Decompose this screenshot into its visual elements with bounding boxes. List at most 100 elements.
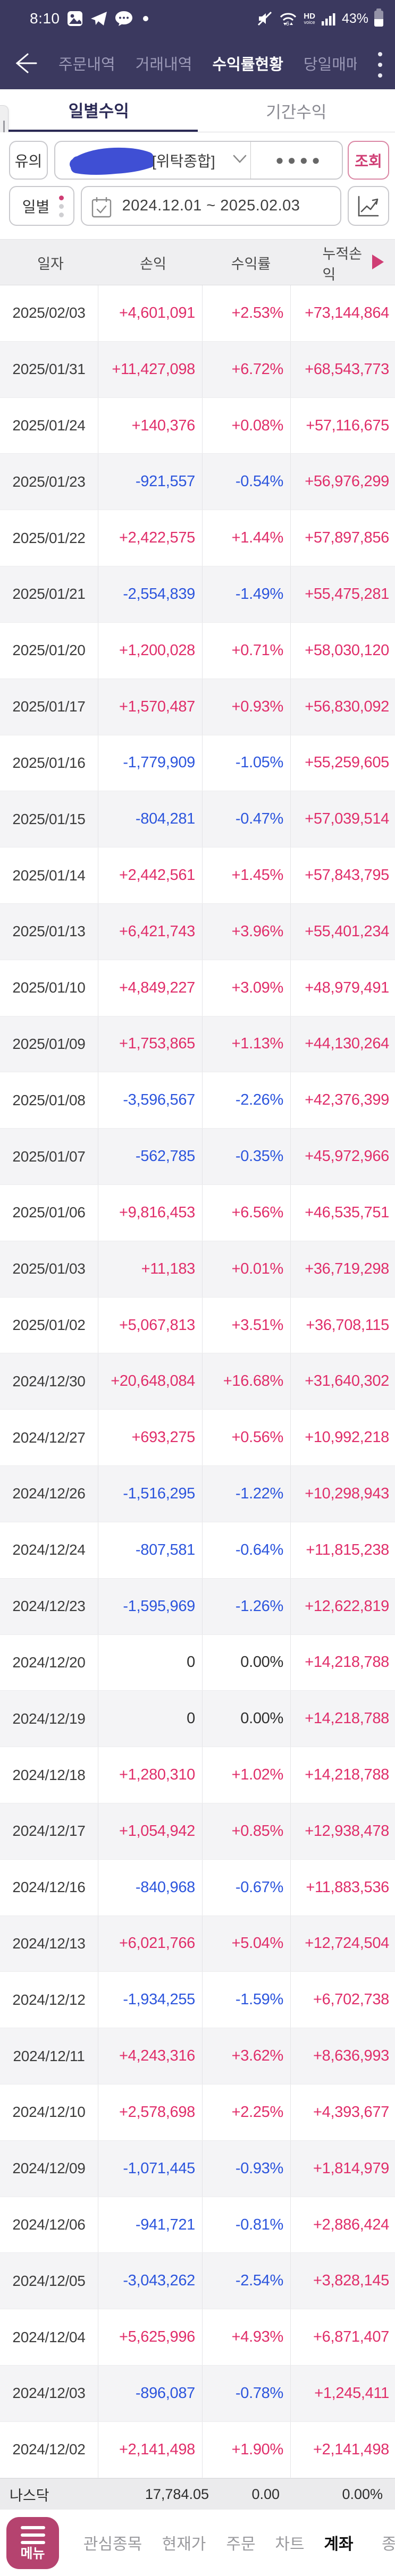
cell-return-rate: +1.90% [203,2421,291,2478]
cell-date: 2024/12/27 [0,1410,98,1466]
table-row[interactable]: 2025/01/16 -1,779,909 -1.05% +55,259,605 [0,735,395,792]
cell-profit-loss: +4,601,091 [98,285,203,341]
nav-item-trades[interactable]: 거래내역 [135,56,192,73]
table-row[interactable]: 2025/01/10 +4,849,227 +3.09% +48,979,491 [0,960,395,1016]
header: 8:10 6 HD voice [0,0,395,89]
col-return-rate: 수익률 [231,256,271,272]
table-row[interactable]: 2024/12/05 -3,043,262 -2.54% +3,828,145 [0,2253,395,2310]
account-selector[interactable]: [위탁종합] ●●●● [54,141,343,180]
cell-cumulative: +31,640,302 [305,1372,389,1390]
table-row[interactable]: 2024/12/02 +2,141,498 +1.90% +2,141,498 [0,2421,395,2478]
scroll-columns-right-icon[interactable] [372,255,384,269]
table-row[interactable]: 2025/01/09 +1,753,865 +1.13% +44,130,264 [0,1016,395,1073]
table-row[interactable]: 2024/12/09 -1,071,445 -0.93% +1,814,979 [0,2140,395,2197]
table-row[interactable]: 2025/01/21 -2,554,839 -1.49% +55,475,281 [0,566,395,623]
account-password-field[interactable]: ●●●● [275,152,324,168]
period-type-button[interactable]: 일별 [9,186,74,226]
cell-profit-loss: -3,043,262 [98,2253,203,2309]
cell-return-rate: -2.26% [203,1072,291,1129]
cell-profit-loss: -1,516,295 [98,1466,203,1522]
cell-cumulative: +44,130,264 [305,1035,389,1053]
nav-item-daytrade[interactable]: 당일매매 [303,56,357,73]
table-row[interactable]: 2024/12/11 +4,243,316 +3.62% +8,636,993 [0,2028,395,2084]
table-row[interactable]: 2025/01/07 -562,785 -0.35% +45,972,966 [0,1129,395,1185]
cell-return-rate: +3.51% [203,1297,291,1353]
query-button[interactable]: 조회 [348,141,389,180]
cell-profit-loss: -941,721 [98,2197,203,2253]
battery-icon [374,9,383,27]
table-row[interactable]: 2025/01/13 +6,421,743 +3.96% +55,401,234 [0,903,395,960]
cell-profit-loss: +4,243,316 [98,2028,203,2084]
cell-date: 2024/12/17 [0,1803,98,1859]
table-row[interactable]: 2025/01/20 +1,200,028 +0.71% +58,030,120 [0,622,395,679]
table-row[interactable]: 2024/12/10 +2,578,698 +2.25% +4,393,677 [0,2084,395,2141]
table-row[interactable]: 2025/01/15 -804,281 -0.47% +57,039,514 [0,791,395,848]
chart-view-button[interactable] [348,186,389,226]
table-row[interactable]: 2024/12/04 +5,625,996 +4.93% +6,871,407 [0,2309,395,2366]
caution-button[interactable]: 유의 [9,141,48,180]
cell-date: 2025/01/02 [0,1297,98,1353]
cell-cumulative: +14,218,788 [305,1710,389,1727]
table-row[interactable]: 2025/01/08 -3,596,567 -2.26% +42,376,399 [0,1072,395,1129]
table-row[interactable]: 2024/12/24 -807,581 -0.64% +11,815,238 [0,1522,395,1579]
bottomnav-order[interactable]: 주문 [226,2536,256,2553]
cell-cumulative: +11,815,238 [306,1541,389,1558]
cell-profit-loss: -804,281 [98,791,203,848]
table-row[interactable]: 2025/01/23 -921,557 -0.54% +56,976,299 [0,454,395,511]
table-row[interactable]: 2025/01/03 +11,183 +0.01% +36,719,298 [0,1241,395,1298]
table-row[interactable]: 2024/12/13 +6,021,766 +5.04% +12,724,504 [0,1916,395,1972]
table-row[interactable]: 2025/01/22 +2,422,575 +1.44% +57,897,856 [0,510,395,567]
table-row[interactable]: 2024/12/26 -1,516,295 -1.22% +10,298,943 [0,1466,395,1522]
table-row[interactable]: 2025/01/17 +1,570,487 +0.93% +56,830,092 [0,679,395,735]
table-row[interactable]: 2024/12/03 -896,087 -0.78% +1,245,411 [0,2366,395,2422]
table-row[interactable]: 2024/12/30 +20,648,084 +16.68% +31,640,3… [0,1353,395,1410]
cell-cumulative: +48,979,491 [305,979,389,996]
table-row[interactable]: 2025/01/14 +2,442,561 +1.45% +57,843,795 [0,848,395,904]
cell-profit-loss: +2,422,575 [98,510,203,566]
table-row[interactable]: 2025/01/31 +11,427,098 +6.72% +68,543,77… [0,341,395,398]
cell-profit-loss: +1,280,310 [98,1747,203,1803]
table-row[interactable]: 2024/12/27 +693,275 +0.56% +10,992,218 [0,1410,395,1467]
col-date: 일자 [37,256,64,272]
tab-period-profit[interactable]: 기간수익 [266,103,327,122]
table-row[interactable]: 2025/01/02 +5,067,813 +3.51% +36,708,115 [0,1297,395,1354]
cell-cumulative: +12,622,819 [305,1597,389,1615]
cell-date: 2024/12/13 [0,1916,98,1972]
back-icon[interactable] [12,50,38,77]
table-row[interactable]: 2024/12/12 -1,934,255 -1.59% +6,702,738 [0,1972,395,2029]
cell-date: 2024/12/23 [0,1578,98,1634]
cell-return-rate: 0.00% [203,1691,291,1747]
bottomnav-chart[interactable]: 차트 [275,2536,305,2553]
table-row[interactable]: 2025/02/03 +4,601,091 +2.53% +73,144,864 [0,285,395,342]
cell-return-rate: +0.85% [203,1803,291,1859]
cell-profit-loss: +1,054,942 [98,1803,203,1859]
cell-return-rate: -0.93% [203,2140,291,2197]
table-row[interactable]: 2024/12/20 0 0.00% +14,218,788 [0,1634,395,1691]
bottomnav-composite[interactable]: 종합 [382,2536,395,2553]
table-row[interactable]: 2024/12/17 +1,054,942 +0.85% +12,938,478 [0,1803,395,1860]
table-row[interactable]: 2024/12/16 -840,968 -0.67% +11,883,536 [0,1859,395,1916]
bottomnav-account[interactable]: 계좌 [324,2536,354,2553]
table-row[interactable]: 2025/01/06 +9,816,453 +6.56% +46,535,751 [0,1185,395,1241]
table-row[interactable]: 2024/12/23 -1,595,969 -1.26% +12,622,819 [0,1578,395,1635]
status-left: 8:10 [30,10,148,27]
bottomnav-current-price[interactable]: 현재가 [162,2536,206,2553]
cell-cumulative: +68,543,773 [305,360,389,378]
table-row[interactable]: 2025/01/24 +140,376 +0.08% +57,116,675 [0,397,395,454]
tab-daily-profit[interactable]: 일별수익 [0,89,198,132]
cell-return-rate: +2.25% [203,2084,291,2140]
bottomnav-watchlist[interactable]: 관심종목 [83,2536,142,2553]
cell-profit-loss: +2,141,498 [98,2421,203,2478]
cell-return-rate: -0.54% [203,454,291,510]
table-row[interactable]: 2024/12/19 0 0.00% +14,218,788 [0,1691,395,1748]
cell-cumulative: +45,972,966 [305,1148,389,1165]
index-ticker[interactable]: 나스닥 17,784.05 0.00 0.00% [0,2478,395,2510]
more-menu-icon[interactable] [374,49,386,81]
menu-button[interactable]: 메뉴 [6,2517,59,2569]
table-row[interactable]: 2024/12/18 +1,280,310 +1.02% +14,218,788 [0,1747,395,1803]
date-range-field[interactable]: 2024.12.01 ~ 2025.02.03 [81,186,341,226]
nav-item-orders[interactable]: 주문내역 [58,56,115,73]
table-row[interactable]: 2024/12/06 -941,721 -0.81% +2,886,424 [0,2197,395,2253]
nav-item-profit-status[interactable]: 수익률현황 [212,56,283,73]
cell-date: 2024/12/24 [0,1522,98,1578]
